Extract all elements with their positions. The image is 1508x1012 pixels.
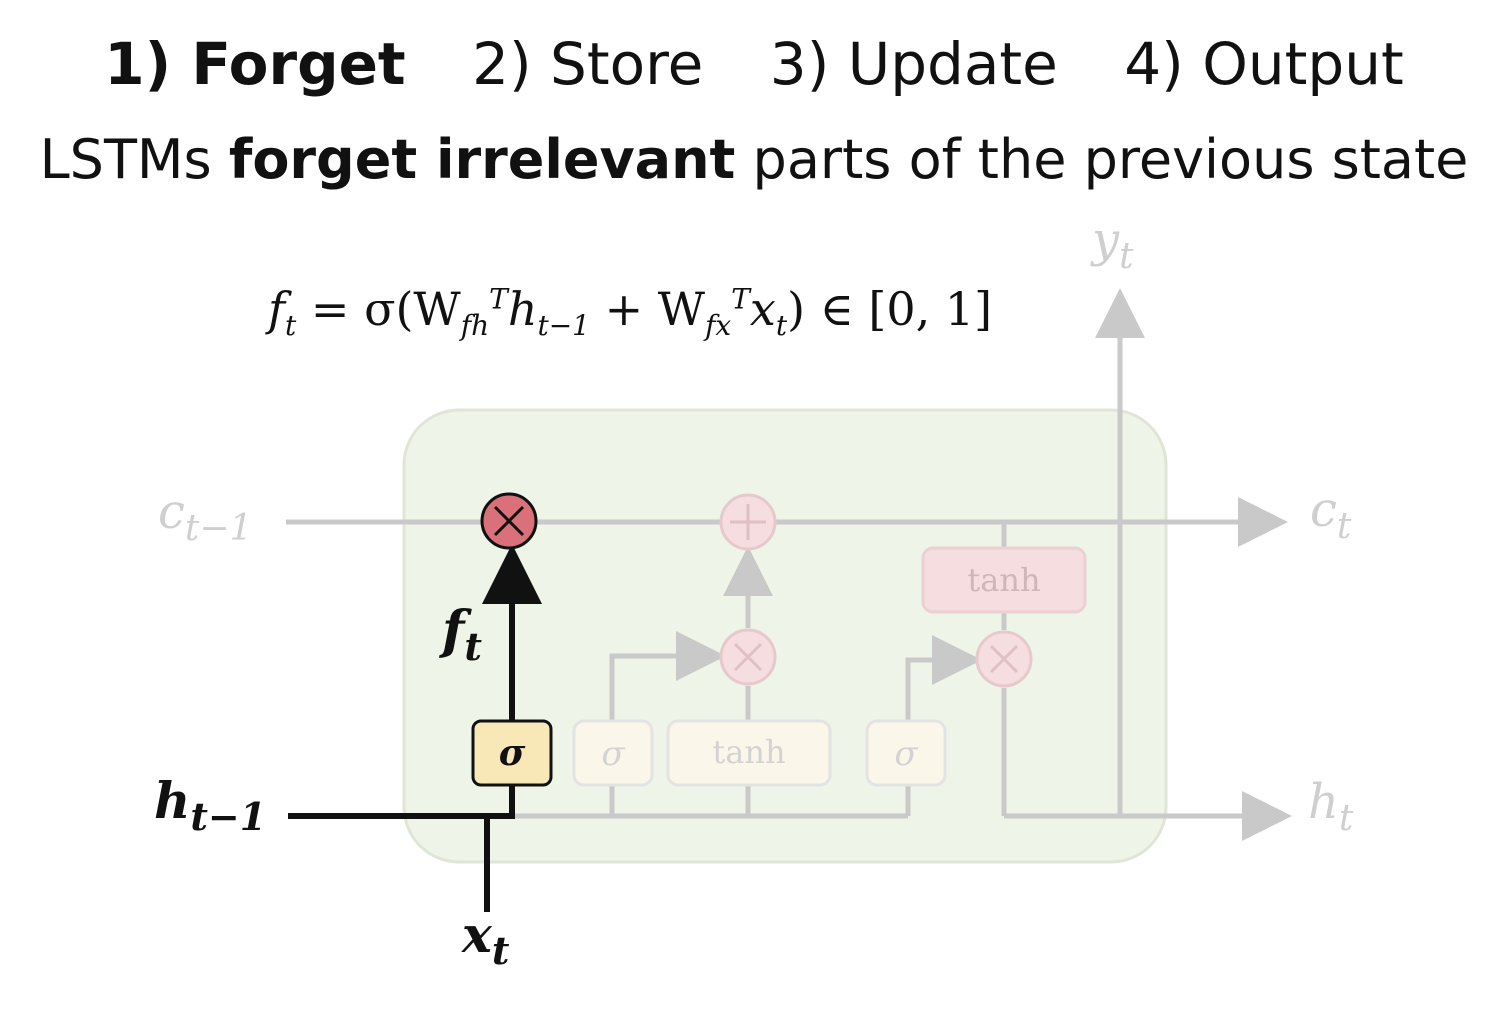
subtitle-suffix: parts of the previous state [735, 128, 1469, 191]
output-sigma-label: σ [894, 734, 918, 774]
c-prev-label: ct−1 [158, 484, 252, 549]
forget-gate-formula: ft = σ(WfhTht−1 + WfxTxt) ∈ [0, 1] [268, 282, 992, 342]
step-output: 4) Output [1124, 30, 1404, 98]
formula-w1-sub: fh [460, 309, 490, 343]
h-next-label: ht [1308, 774, 1354, 839]
forget-sigma-label: σ [499, 732, 526, 774]
formula-w1-sup: T [489, 282, 508, 316]
forget-sigma-box [471, 719, 553, 787]
input-sigma-box [572, 719, 654, 787]
formula-h: h [507, 282, 538, 336]
formula-eq: = σ(W [296, 282, 461, 336]
h-prev-label: ht−1 [154, 771, 266, 839]
tanh-cell-box [921, 546, 1087, 614]
cell-body [402, 408, 1168, 864]
x-input-label: xt [461, 905, 510, 973]
c-next-label: ct [1310, 482, 1352, 547]
h-prev-input-line [288, 784, 515, 819]
y-output-label: yt [1090, 212, 1134, 277]
step-list: 1) Forget 2) Store 3) Update 4) Output [0, 30, 1508, 98]
subtitle: LSTMs forget irrelevant parts of the pre… [0, 128, 1508, 191]
subtitle-prefix: LSTMs [39, 128, 229, 191]
f-gate-label: ft [438, 600, 482, 669]
step-forget: 1) Forget [104, 30, 406, 98]
tanh-candidate-box [666, 719, 832, 787]
formula-x: x [749, 282, 776, 336]
formula-w2-sup: T [731, 282, 750, 316]
formula-lhs-sub: t [285, 309, 297, 343]
tanh-candidate-label: tanh [712, 733, 785, 771]
subtitle-bold: forget irrelevant [228, 128, 736, 191]
tanh-cell-label: tanh [967, 561, 1040, 599]
input-sigma-label: σ [601, 734, 625, 774]
formula-tail: ) ∈ [0, 1] [787, 282, 993, 336]
formula-lhs: f [268, 282, 286, 336]
output-sigma-box [865, 719, 947, 787]
formula-h-sub: t−1 [537, 309, 590, 343]
formula-plus: + W [589, 282, 706, 336]
step-store: 2) Store [472, 30, 704, 98]
formula-w2-sub: fx [705, 309, 732, 343]
step-update: 3) Update [769, 30, 1058, 98]
formula-x-sub: t [775, 309, 788, 343]
